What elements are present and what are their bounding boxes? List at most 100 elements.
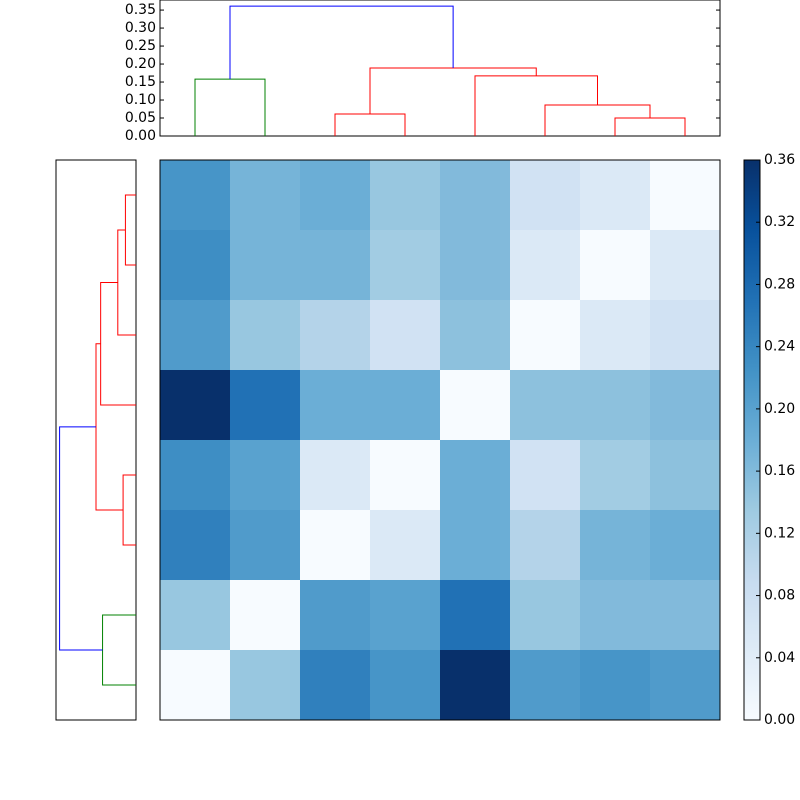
- heatmap-cell: [230, 300, 301, 371]
- heatmap-cell: [370, 370, 441, 441]
- heatmap-cell: [370, 230, 441, 301]
- heatmap-cell: [370, 510, 441, 581]
- heatmap-cell: [160, 160, 231, 231]
- heatmap-cell: [580, 440, 651, 511]
- heatmap-cell: [160, 580, 231, 651]
- heatmap-cell: [300, 440, 371, 511]
- colorbar-tick-label: 0.16: [764, 463, 795, 479]
- colorbar-tick-label: 0.36: [764, 152, 795, 168]
- heatmap-cell: [650, 370, 721, 441]
- y-tick-label: 0.15: [125, 74, 156, 90]
- dendrogram-link: [95, 343, 124, 511]
- colorbar: [743, 159, 761, 721]
- colorbar-tick-label: 0.24: [764, 339, 795, 355]
- dendrogram-link: [100, 282, 136, 406]
- y-tick-label: 0.20: [125, 56, 156, 72]
- colorbar-tick-label: 0.04: [764, 650, 795, 666]
- dendrogram-link: [614, 117, 686, 136]
- dendrogram-link: [102, 614, 136, 686]
- dendrogram-link: [229, 5, 454, 80]
- colorbar-tick-label: 0.28: [764, 276, 795, 292]
- y-tick-label: 0.10: [125, 92, 156, 108]
- heatmap-cell: [160, 370, 231, 441]
- heatmap-cell: [300, 300, 371, 371]
- axes-frame: [55, 159, 137, 721]
- heatmap-cell: [440, 510, 511, 581]
- heatmap-cell: [580, 580, 651, 651]
- heatmap-cell: [650, 230, 721, 301]
- heatmap-cell: [230, 160, 301, 231]
- heatmap-cell: [440, 230, 511, 301]
- colorbar-tick-label: 0.12: [764, 525, 795, 541]
- heatmap-cell: [440, 370, 511, 441]
- heatmap-cell: [650, 580, 721, 651]
- heatmap-cell: [160, 650, 231, 721]
- heatmap-cell: [440, 440, 511, 511]
- heatmap-cell: [650, 300, 721, 371]
- heatmap-cell: [650, 440, 721, 511]
- heatmap-cell: [300, 580, 371, 651]
- heatmap-cell: [370, 300, 441, 371]
- y-tick-label: 0.00: [125, 128, 156, 144]
- heatmap-cell: [300, 510, 371, 581]
- heatmap-cell: [370, 580, 441, 651]
- heatmap-cell: [160, 300, 231, 371]
- heatmap-cell: [370, 160, 441, 231]
- heatmap-cell: [160, 440, 231, 511]
- y-tick-label: 0.30: [125, 20, 156, 36]
- heatmap-cell: [440, 160, 511, 231]
- heatmap-cell: [510, 650, 581, 721]
- colorbar-tick-label: 0.08: [764, 588, 795, 604]
- heatmap-cell: [440, 650, 511, 721]
- y-tick-label: 0.25: [125, 38, 156, 54]
- heatmap-cell: [160, 510, 231, 581]
- axes-frame: [159, 159, 721, 721]
- heatmap-cell: [580, 510, 651, 581]
- dendrogram-link: [122, 474, 136, 546]
- heatmap-cell: [300, 230, 371, 301]
- heatmap-cell: [510, 440, 581, 511]
- heatmap-cell: [300, 650, 371, 721]
- dendrogram-link: [334, 113, 406, 136]
- colorbar-tick-label: 0.00: [764, 712, 795, 728]
- heatmap-cell: [650, 160, 721, 231]
- heatmap-cell: [650, 650, 721, 721]
- heatmap-cell: [510, 510, 581, 581]
- dendrogram-link: [194, 78, 266, 136]
- heatmap-cell: [580, 300, 651, 371]
- colorbar-tick-label: 0.32: [764, 214, 795, 230]
- heatmap-cell: [370, 440, 441, 511]
- heatmap-cell: [230, 580, 301, 651]
- heatmap-cell: [510, 370, 581, 441]
- heatmap-cell: [440, 300, 511, 371]
- heatmap-cell: [510, 580, 581, 651]
- y-tick-label: 0.35: [125, 2, 156, 18]
- heatmap-cell: [230, 370, 301, 441]
- heatmap-cell: [510, 230, 581, 301]
- heatmap-cell: [230, 650, 301, 721]
- heatmap-cell: [370, 650, 441, 721]
- heatmap-cell: [580, 230, 651, 301]
- heatmap-cell: [510, 160, 581, 231]
- dendrogram-link: [369, 67, 537, 115]
- colorbar-tick-label: 0.20: [764, 401, 795, 417]
- heatmap-cell: [300, 370, 371, 441]
- dendrogram-link: [124, 194, 136, 266]
- dendrogram-link: [474, 75, 598, 136]
- heatmap-cell: [230, 510, 301, 581]
- heatmap-cell: [300, 160, 371, 231]
- dendrogram-link: [544, 104, 651, 136]
- heatmap-cell: [440, 580, 511, 651]
- dendrogram-link: [59, 426, 103, 651]
- heatmap-cell: [650, 510, 721, 581]
- y-tick-label: 0.05: [125, 110, 156, 126]
- dendrogram-link: [117, 229, 136, 336]
- heatmap-cell: [580, 160, 651, 231]
- axes-frame: [159, 0, 721, 137]
- heatmap-cell: [230, 440, 301, 511]
- heatmap-cell: [580, 650, 651, 721]
- heatmap-cell: [160, 230, 231, 301]
- heatmap-cell: [510, 300, 581, 371]
- heatmap-cell: [230, 230, 301, 301]
